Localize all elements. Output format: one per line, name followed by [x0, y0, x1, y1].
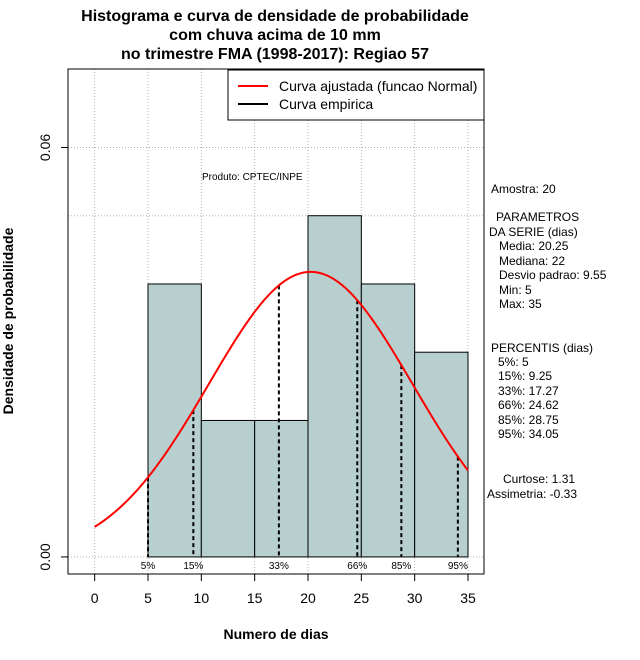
legend-label-normal: Curva ajustada (funcao Normal)	[279, 78, 477, 94]
percentile-label-4: 85%	[391, 561, 411, 572]
y-tick-label-1: 0.06	[37, 134, 53, 161]
kurtosis: Curtose: 1.31	[503, 472, 575, 486]
histogram-bar-5	[414, 351, 469, 558]
chart-title-line-3: no trimestre FMA (1998-2017): Regiao 57	[121, 46, 429, 63]
x-tick-label-7: 35	[460, 590, 476, 606]
x-tick-label-1: 5	[144, 590, 152, 606]
y-axis-title: Densidade de probabilidade	[0, 227, 16, 414]
histogram-bar-2	[254, 419, 309, 558]
stat-sd: Desvio padrao: 9.55	[499, 268, 607, 282]
legend-box	[227, 69, 485, 121]
stat-min: Min: 5	[499, 283, 532, 297]
percentile-label-1: 15%	[183, 561, 203, 572]
percentile-95: 95%: 34.05	[498, 427, 559, 441]
percentile-15: 15%: 9.25	[498, 369, 552, 383]
histogram-bar-3	[307, 215, 362, 558]
stat-median: Mediana: 22	[499, 254, 565, 268]
percentile-33: 33%: 17.27	[498, 384, 559, 398]
x-tick-label-3: 15	[247, 590, 263, 606]
legend-label-empirical: Curva empirica	[279, 96, 373, 112]
side-panel: Amostra: 20 PARAMETROS DA SERIE (dias) M…	[487, 182, 607, 501]
percentile-label-0: 5%	[141, 561, 156, 572]
x-axis: 0 5 10 15 20 25 30 35	[91, 573, 476, 606]
histogram-bar-4	[360, 283, 416, 558]
params-title-2: DA SERIE (dias)	[489, 225, 578, 239]
percentile-label-2: 33%	[269, 561, 289, 572]
normal-fit-curve	[94, 270, 469, 528]
x-tick-label-6: 30	[407, 590, 423, 606]
x-tick-label-4: 20	[300, 590, 316, 606]
percentile-label-5: 95%	[448, 561, 468, 572]
y-axis: 0.00 0.06	[37, 134, 69, 571]
y-tick-label-0: 0.00	[37, 543, 53, 570]
percentiles-title: PERCENTIS (dias)	[491, 341, 593, 355]
percentile-66: 66%: 24.62	[498, 398, 559, 412]
skewness: Assimetria: -0.33	[487, 487, 577, 501]
stat-mean: Media: 20.25	[499, 239, 569, 253]
x-tick-label-5: 25	[354, 590, 370, 606]
percentile-label-3: 66%	[347, 561, 367, 572]
x-tick-label-0: 0	[91, 590, 99, 606]
chart-title-line-1: Histograma e curva de densidade de proba…	[81, 8, 469, 25]
histogram-bars	[147, 215, 469, 558]
legend: Curva ajustada (funcao Normal) Curva emp…	[227, 69, 485, 121]
percentile-markers: 5% 15% 33% 66% 85% 95%	[141, 285, 468, 572]
stat-max: Max: 35	[499, 297, 542, 311]
percentile-5: 5%: 5	[498, 355, 529, 369]
chart-title-line-2: com chuva acima de 10 mm	[169, 27, 381, 44]
histogram-bar-1	[200, 419, 256, 558]
percentile-85: 85%: 28.75	[498, 413, 559, 427]
params-title-1: PARAMETROS	[496, 210, 579, 224]
product-label: Produto: CPTEC/INPE	[202, 172, 303, 183]
x-tick-label-2: 10	[194, 590, 210, 606]
x-axis-title: Numero de dias	[223, 626, 328, 642]
sample-size: Amostra: 20	[491, 182, 556, 196]
